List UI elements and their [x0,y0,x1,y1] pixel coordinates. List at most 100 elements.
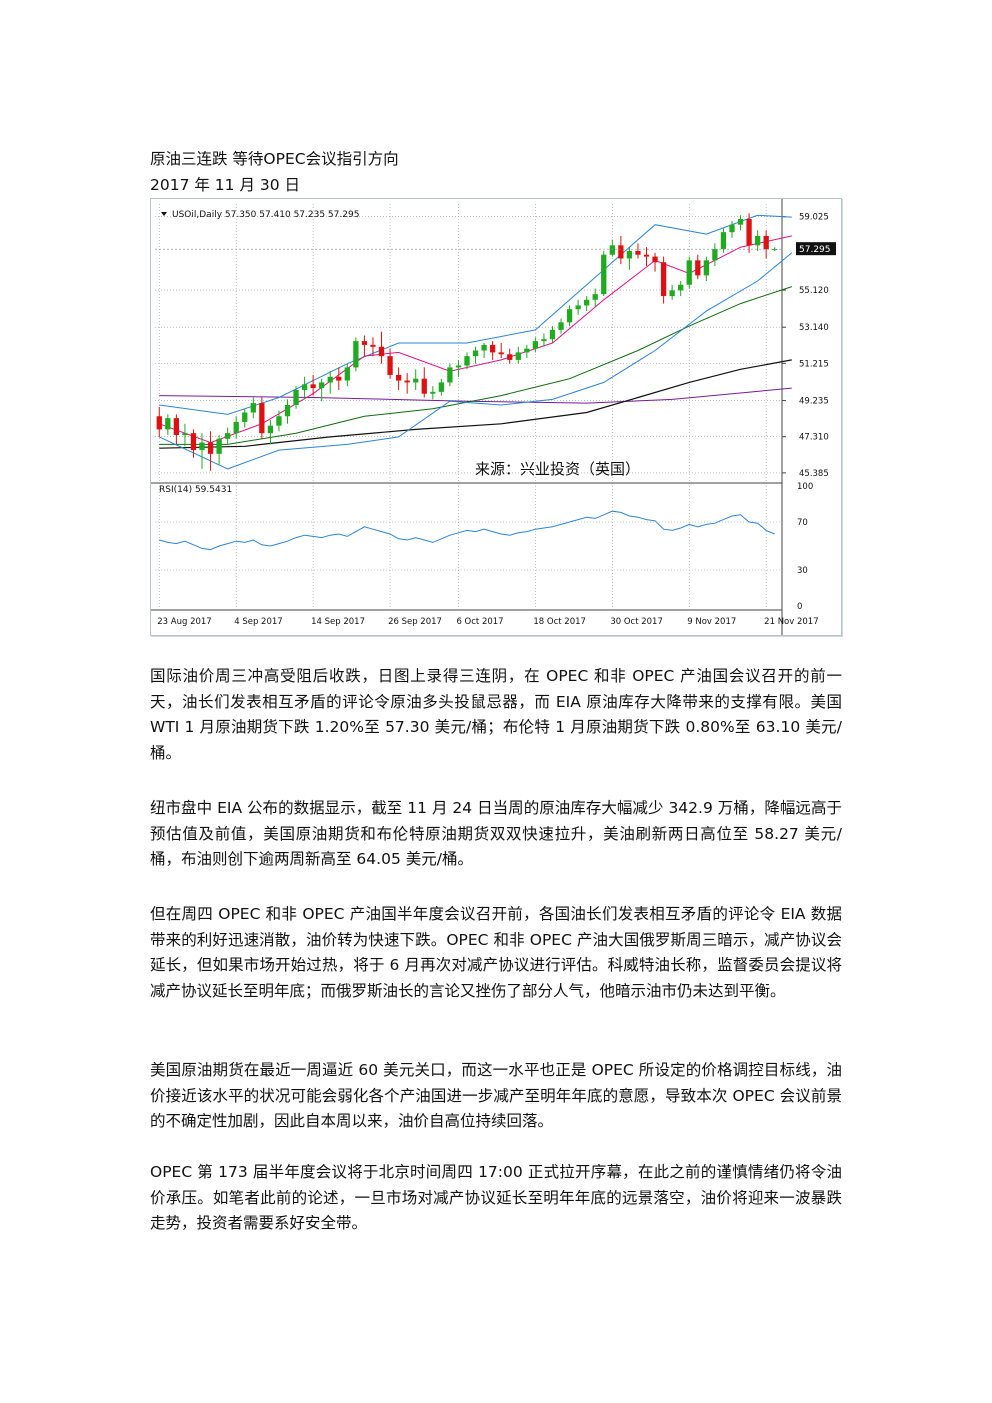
date-tick-label: 26 Sep 2017 [388,617,442,627]
candle-body [301,384,308,390]
price-tick-label: 49.235 [799,397,829,407]
candle-body [250,403,256,413]
candle-body [601,254,607,295]
price-tick-label: 53.140 [799,323,829,333]
candle-body [660,262,667,297]
candle-body [233,421,239,434]
date-tick-label: 21 Nov 2017 [764,617,818,627]
candle-body [438,382,445,392]
candle-body [156,416,162,430]
ma-mid-line [159,286,792,445]
candle-body [652,256,658,263]
candle-body [746,219,752,246]
rsi-tick-label: 0 [797,602,802,612]
candle-body [165,418,171,430]
candle-body [284,404,291,417]
date-tick-label: 30 Oct 2017 [610,617,663,627]
candle-body [327,376,333,383]
article-date: 2017 年 11 月 30 日 [150,176,301,194]
article-title: 原油三连跌 等待OPEC会议指引方向 [150,150,399,168]
candle-body [353,341,359,368]
paragraph-4: 美国原油期货在最近一周逼近 60 美元关口，而这一水平也正是 OPEC 所设定的… [150,1061,842,1130]
candle-body [207,442,214,454]
candle-body [472,350,479,357]
chart-watermark: 来源：兴业投资（英国） [475,460,640,478]
chart-canvas: USOil,Daily 57.350 57.410 57.235 57.295 … [151,199,836,635]
candle-body [754,235,761,246]
ma-short-line [159,235,792,444]
candle-body [259,403,265,434]
candle-body [720,232,727,250]
candle-body [515,352,521,360]
candle-body [566,309,573,323]
dropdown-icon [161,212,167,216]
candle-body [404,380,410,383]
candle-body [712,249,718,261]
candle-body [199,442,205,451]
candle-body [413,378,419,383]
candle-body [703,260,709,276]
bollinger-lower-line [159,252,793,470]
current-price-badge [796,242,836,256]
date-tick-label: 6 Oct 2017 [456,617,503,627]
candle-body [421,378,427,394]
candle-body [524,348,530,353]
paragraph-3: 但在周四 OPEC 和非 OPEC 产油国半年度会议召开前，各国油长们发表相互矛… [150,905,842,1000]
candle-body [336,376,342,381]
oil-price-chart: USOil,Daily 57.350 57.410 57.235 57.295 … [150,198,842,636]
candle-body [344,367,350,381]
candle-body [430,391,436,394]
rsi-tick-label: 30 [797,566,808,576]
candle-body [737,219,744,225]
candle-body [763,235,769,250]
candle-body [370,344,376,347]
candle-body [686,260,692,285]
paragraph-5: OPEC 第 173 届半年度会议将于北京时间周四 17:00 正式拉开序幕，在… [150,1163,842,1232]
rsi-tick-label: 70 [797,518,808,528]
rsi-label: RSI(14) 59.5431 [159,485,232,495]
date-tick-label: 18 Oct 2017 [533,617,586,627]
candle-body [242,412,248,422]
candle-body [319,382,325,389]
candle-body [293,389,299,405]
candle-body [173,418,180,436]
candle-body [643,254,650,257]
candle-body [549,329,556,340]
date-tick-label: 9 Nov 2017 [687,617,736,627]
ma-long-line [159,359,792,449]
rsi-line [159,510,775,551]
candle-body [481,344,487,351]
candle-body [276,416,282,426]
chart-header: USOil,Daily 57.350 57.410 57.235 57.295 [172,210,359,220]
candle-body [532,341,539,349]
candle-body [635,250,641,255]
candle-body [729,224,735,233]
candle-body [267,425,274,434]
current-price-label: 57.295 [799,245,831,255]
price-tick-label: 51.215 [799,359,829,369]
candle-body [387,356,393,375]
candle-body [541,339,547,342]
candle-body [626,250,633,259]
candle-body [498,352,504,355]
candle-body [190,433,197,451]
date-tick-label: 23 Aug 2017 [157,617,211,627]
candle-body [464,356,470,366]
candle-body [447,367,453,383]
date-tick-label: 14 Sep 2017 [311,617,365,627]
candle-body [592,294,598,300]
candle-body [584,299,590,306]
paragraph-1: 国际油价周三冲高受阻后收跌，日图上录得三连阴，在 OPEC 和非 OPEC 产油… [150,667,842,762]
candle-body [558,322,564,330]
candle-body [618,245,624,259]
candle-body [216,438,222,454]
candle-body [669,290,675,297]
price-tick-label: 47.310 [799,433,829,443]
candle-body [575,305,581,310]
date-tick-label: 4 Sep 2017 [234,617,282,627]
candle-body [361,341,368,345]
candle-body [378,346,385,357]
bollinger-upper-line [159,214,792,415]
price-tick-label: 55.120 [799,286,829,296]
candle-body [225,433,231,439]
